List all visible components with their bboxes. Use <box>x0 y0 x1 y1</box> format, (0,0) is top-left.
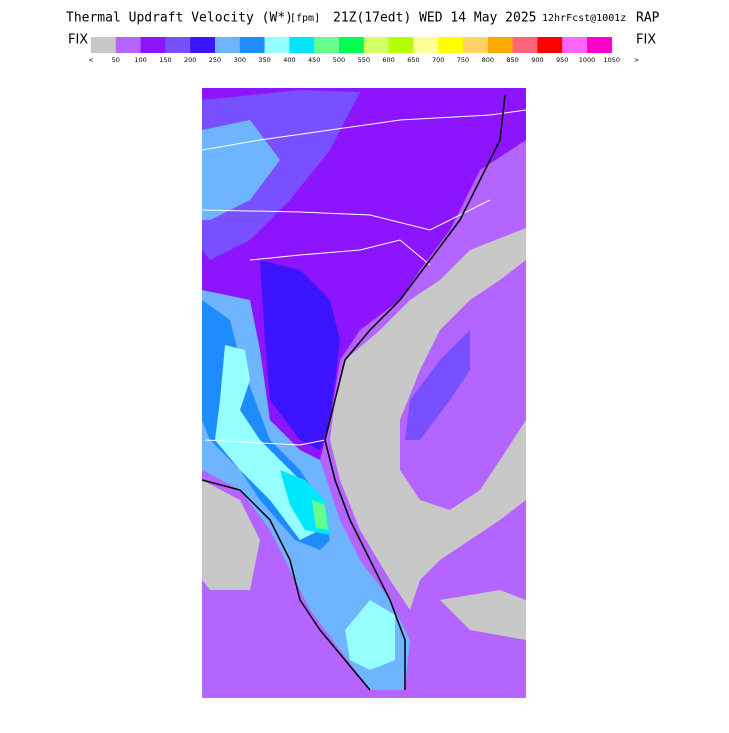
colorbar-swatch <box>487 37 513 53</box>
state-border <box>249 239 431 266</box>
valid-time: 21Z(17edt) WED 14 May 2025 <box>333 11 537 26</box>
colorbar-swatch <box>363 37 389 53</box>
state-border <box>201 109 527 151</box>
colorbar-swatch <box>215 37 241 53</box>
colorbar-label: 750 <box>457 56 469 64</box>
colorbar-swatch <box>339 37 365 53</box>
colorbar-label: 500 <box>333 56 345 64</box>
colorbar-label: 700 <box>432 56 444 64</box>
colorbar-left-label: FIX <box>68 33 88 48</box>
ocean-patch <box>400 260 526 510</box>
colorbar-label: 1050 <box>604 56 621 64</box>
colorbar-label: < <box>88 56 93 64</box>
colorbar-label: 550 <box>358 56 370 64</box>
land-region <box>345 600 395 670</box>
colorbar-label: 850 <box>506 56 518 64</box>
model: RAP <box>636 11 660 26</box>
map <box>201 88 527 698</box>
colorbar-swatch <box>562 37 588 53</box>
colorbar-label: 600 <box>382 56 394 64</box>
colorbar-label: > <box>634 56 639 64</box>
colorbar-swatch <box>587 37 613 53</box>
colorbar-label: 1000 <box>579 56 596 64</box>
colorbar-label: 150 <box>159 56 171 64</box>
land-region <box>202 120 280 220</box>
colorbar-swatch <box>140 37 166 53</box>
title: Thermal Updraft Velocity (W*) <box>66 11 293 26</box>
gulf-low <box>202 480 260 590</box>
colorbar-swatch <box>314 37 340 53</box>
colorbar-label: 350 <box>258 56 270 64</box>
colorbar-swatch <box>463 37 489 53</box>
colorbar-label: 950 <box>556 56 568 64</box>
colorbar-swatch <box>165 37 191 53</box>
colorbar-swatch <box>115 37 141 53</box>
colorbar-right-label: FIX <box>636 33 656 48</box>
colorbar-swatch <box>264 37 290 53</box>
ocean-patch <box>405 330 470 440</box>
colorbar-label: 50 <box>112 56 120 64</box>
forecast: 12hrFcst@1001z <box>542 13 626 24</box>
colorbar-label: 650 <box>407 56 419 64</box>
colorbar-label: 400 <box>283 56 295 64</box>
colorbar-label: 100 <box>134 56 146 64</box>
colorbar-swatch <box>438 37 464 53</box>
colorbar-swatch <box>537 37 563 53</box>
ocean-low <box>440 590 526 640</box>
colorbar-swatch <box>413 37 439 53</box>
colorbar-swatch <box>289 37 315 53</box>
state-border <box>204 439 326 446</box>
colorbar-label: 300 <box>234 56 246 64</box>
colorbar-label: 450 <box>308 56 320 64</box>
land-region <box>260 260 340 450</box>
colorbar-swatch <box>190 37 216 53</box>
coastline <box>201 479 371 691</box>
colorbar-label: 250 <box>209 56 221 64</box>
units: [fpm] <box>290 13 320 24</box>
colorbar-swatch <box>388 37 414 53</box>
colorbar-label: 800 <box>482 56 494 64</box>
colorbar-label: 200 <box>184 56 196 64</box>
state-border <box>201 199 491 231</box>
colorbar-swatch <box>512 37 538 53</box>
coastline <box>324 94 506 690</box>
colorbar-swatch <box>91 37 117 53</box>
colorbar-swatch <box>239 37 265 53</box>
land-region <box>312 500 328 530</box>
colorbar-label: 900 <box>531 56 543 64</box>
colorbar: <50 100 150 200 250 300 350 400 450 500 550 600 650 7… <box>88 37 639 64</box>
